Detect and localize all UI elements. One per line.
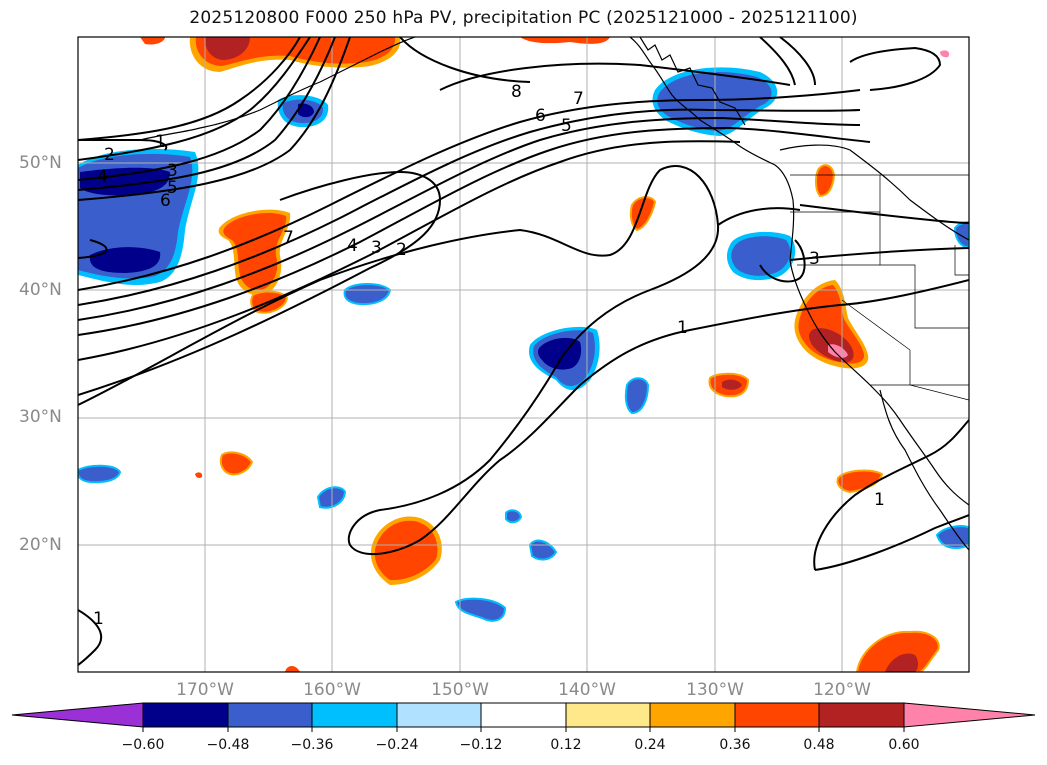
contour-label: 3 [167, 161, 178, 181]
colorbar-tick-label: 0.36 [719, 737, 751, 753]
contour-label: 4 [97, 167, 108, 187]
contour-label: 2 [104, 145, 115, 165]
contour-label: 6 [160, 191, 171, 211]
colorbar-tick-label: −0.36 [290, 737, 334, 753]
pv-contour-1-se [813, 419, 969, 571]
contour-label: 5 [167, 178, 178, 198]
contour-label: 7 [283, 228, 294, 248]
colorbar-tick-label: −0.48 [206, 737, 250, 753]
lat-label-30n: 30°N [19, 407, 62, 427]
colorbar-tick-label: 0.60 [888, 737, 920, 753]
contour-label: 1 [874, 490, 885, 510]
colorbar-tick-label: 0.48 [803, 737, 835, 753]
map-frame [77, 36, 970, 673]
map-title: 2025120800 F000 250 hPa PV, precipitatio… [189, 8, 858, 28]
lon-label-120w: 120°W [813, 680, 871, 700]
lat-label-20n: 20°N [19, 535, 62, 555]
contour-label: 1 [155, 132, 166, 152]
lat-label-40n: 40°N [19, 280, 62, 300]
colorbar-tick-label: −0.12 [459, 737, 503, 753]
contour-label: 1 [677, 318, 688, 338]
political-borders [790, 174, 969, 401]
colorbar [11, 702, 1036, 732]
contour-label: 7 [573, 89, 584, 109]
lon-label-140w: 140°W [558, 680, 616, 700]
contour-label: 8 [511, 82, 522, 102]
pv-contour-1-loop [78, 165, 969, 556]
lon-label-160w: 160°W [303, 680, 361, 700]
lon-label-130w: 130°W [686, 680, 744, 700]
contour-label: 2 [396, 240, 407, 260]
lat-label-50n: 50°N [19, 153, 62, 173]
contour-label: 3 [371, 238, 382, 258]
contour-label: 1 [93, 609, 104, 629]
contour-label: 6 [535, 106, 546, 126]
contour-label: 5 [561, 116, 572, 136]
colorbar-tick-label: 0.24 [634, 737, 666, 753]
pv-contours [78, 37, 969, 666]
contour-label: 3 [809, 249, 820, 269]
lon-label-150w: 150°W [431, 680, 489, 700]
lon-label-170w: 170°W [176, 680, 234, 700]
contour-label: 4 [347, 236, 358, 256]
colorbar-tick-label: −0.24 [375, 737, 419, 753]
colorbar-tick-label: −0.60 [121, 737, 165, 753]
colorbar-tick-label: 0.12 [550, 737, 582, 753]
contour-labels: 1 2 3 4 5 6 7 8 7 6 5 4 3 2 3 1 1 1 [93, 82, 885, 629]
